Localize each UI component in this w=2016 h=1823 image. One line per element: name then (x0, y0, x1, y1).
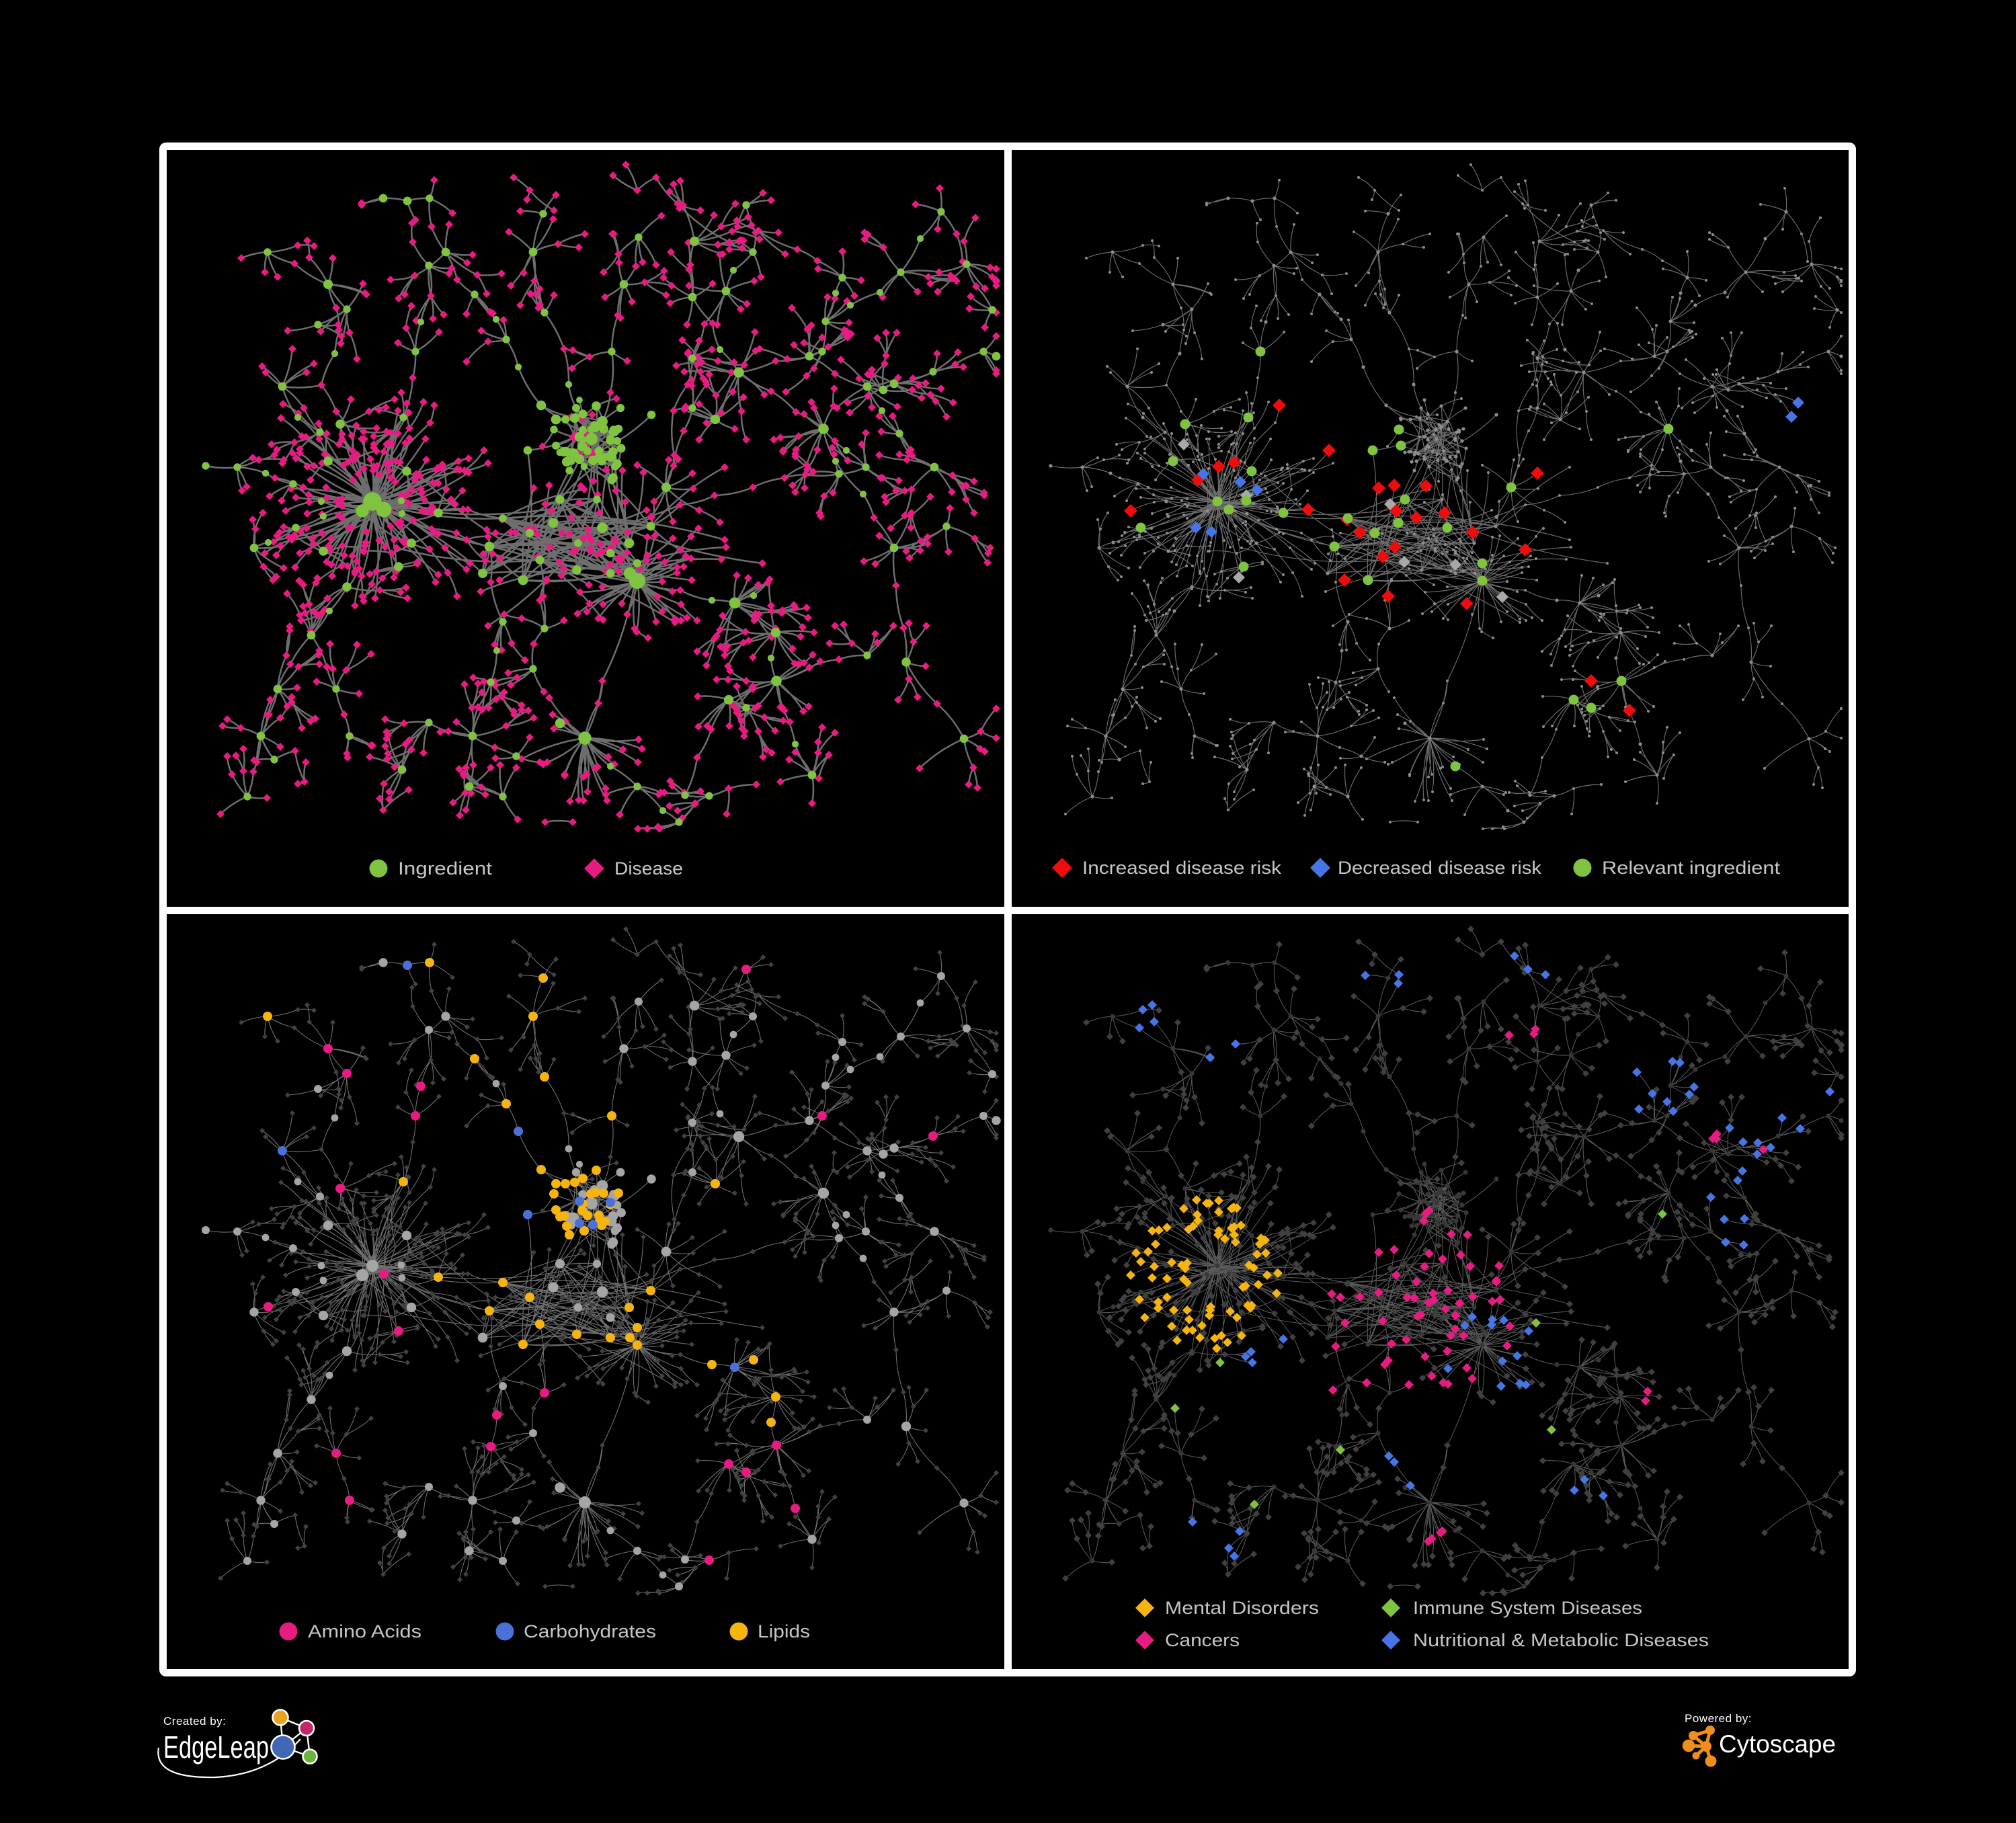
svg-text:Amino Acids: Amino Acids (308, 1621, 421, 1642)
svg-text:Cytoscape: Cytoscape (1719, 1730, 1836, 1758)
svg-text:Decreased disease risk: Decreased disease risk (1338, 858, 1542, 878)
svg-text:Created by:: Created by: (163, 1715, 226, 1728)
svg-text:Increased disease risk: Increased disease risk (1082, 858, 1282, 878)
svg-text:Cancers: Cancers (1165, 1630, 1240, 1650)
svg-text:Disease: Disease (614, 858, 683, 879)
svg-text:Relevant ingredient: Relevant ingredient (1602, 858, 1781, 878)
svg-text:Ingredient: Ingredient (398, 858, 493, 879)
svg-text:Lipids: Lipids (758, 1621, 810, 1642)
svg-text:Mental Disorders: Mental Disorders (1165, 1598, 1319, 1618)
svg-text:EdgeLeap: EdgeLeap (163, 1730, 269, 1765)
svg-text:Nutritional & Metabolic Diseas: Nutritional & Metabolic Diseases (1413, 1630, 1709, 1650)
svg-text:Powered by:: Powered by: (1685, 1712, 1752, 1725)
svg-text:Immune System Diseases: Immune System Diseases (1413, 1598, 1642, 1618)
svg-text:Carbohydrates: Carbohydrates (524, 1621, 656, 1642)
